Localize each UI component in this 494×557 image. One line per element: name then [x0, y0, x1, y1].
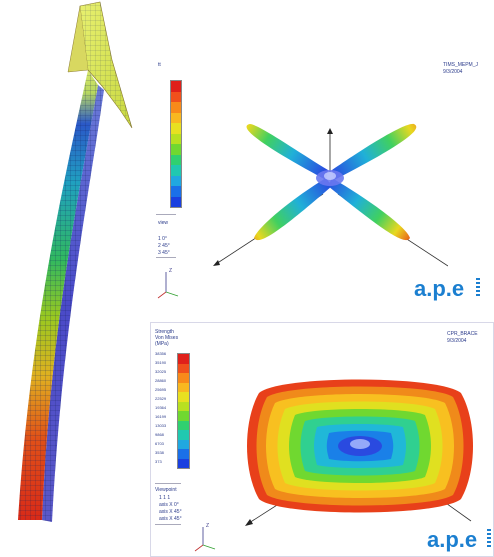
legend-swatch	[171, 112, 181, 123]
header-date: 9/3/2004	[443, 69, 463, 75]
legend-value: 3538	[155, 450, 164, 455]
legend-value: 25695	[155, 387, 167, 392]
plate-stress-surface	[245, 379, 473, 526]
legend-value: 38356	[155, 351, 167, 356]
divider	[155, 524, 181, 525]
legend-swatch	[171, 144, 181, 155]
legend-swatch	[178, 382, 189, 392]
legend-value: 373	[155, 459, 162, 464]
legend-value: 16199	[155, 414, 167, 419]
legend-swatch	[178, 449, 189, 459]
stress-plot-top: tt TIMS_MEPM_J 9/3/2004 view 1 0° 2 45° …	[148, 54, 494, 310]
legend-swatch	[171, 196, 181, 207]
legend-swatch	[171, 154, 181, 165]
legend-swatch	[171, 123, 181, 134]
legend-swatch	[171, 102, 181, 113]
color-legend-bar	[170, 80, 182, 208]
header-title: CPR_BRACE	[447, 331, 478, 337]
legend-title: (MPa)	[155, 341, 169, 347]
view-line: 1 0°	[158, 236, 167, 242]
legend-swatch	[178, 420, 189, 430]
legend-swatch	[171, 186, 181, 197]
axis-triad-icon: Z	[157, 268, 179, 299]
legend-value: 13033	[155, 423, 167, 428]
axis-triad-icon: Z	[194, 523, 216, 552]
divider	[156, 257, 176, 258]
header-title: TIMS_MEPM_J	[443, 62, 479, 68]
legend-value: 35190	[155, 360, 167, 365]
legend-swatch	[178, 439, 189, 449]
legend-swatch	[178, 354, 189, 364]
view-line: 2 45°	[158, 243, 170, 249]
legend-swatch	[171, 175, 181, 186]
legend-swatch	[171, 91, 181, 102]
legend-value: 22529	[155, 396, 167, 401]
axis-label-z: Z	[206, 523, 209, 529]
legend-swatch	[178, 458, 189, 468]
view-line: 3 45°	[158, 250, 170, 256]
axis-label-z: Z	[169, 268, 172, 274]
color-legend-bar	[177, 353, 190, 469]
legend-title: Strength	[155, 329, 174, 335]
legend-swatch	[178, 373, 189, 383]
beam-mesh-model	[18, 1, 133, 522]
divider	[155, 483, 181, 484]
logo-dots	[487, 529, 491, 549]
ape-logo: a.p.e	[427, 527, 478, 552]
view-label: view	[158, 220, 169, 226]
view-label: Viewpoint	[155, 487, 177, 493]
header-date: 9/3/2004	[447, 338, 467, 344]
view-line: 1 1 1	[159, 495, 171, 501]
legend-swatch	[178, 363, 189, 373]
legend-swatch	[171, 81, 181, 92]
legend-label: tt	[158, 62, 161, 68]
legend-swatch	[171, 133, 181, 144]
logo-dots	[476, 278, 480, 298]
legend-swatch	[171, 165, 181, 176]
view-line: axis X 0°	[159, 502, 179, 508]
legend-swatch	[178, 401, 189, 411]
legend-value: 32025	[155, 369, 167, 374]
legend-value: 6703	[155, 441, 164, 446]
legend-value: 19364	[155, 405, 167, 410]
legend-swatch	[178, 392, 189, 402]
view-line: axis X 45°	[159, 509, 182, 515]
legend-swatch	[178, 411, 189, 421]
legend-title: Von Mises	[155, 335, 179, 341]
ape-logo: a.p.e	[414, 276, 465, 301]
legend-value: 28860	[155, 378, 167, 383]
divider	[156, 214, 176, 215]
x-shape-stress-surface	[213, 123, 448, 267]
legend-swatch	[178, 430, 189, 440]
view-line: axis X 45°	[159, 516, 182, 522]
legend-value: 9868	[155, 432, 164, 437]
stress-plot-bottom: Strength Von Mises (MPa) 38356 35190 32025…	[150, 322, 494, 557]
